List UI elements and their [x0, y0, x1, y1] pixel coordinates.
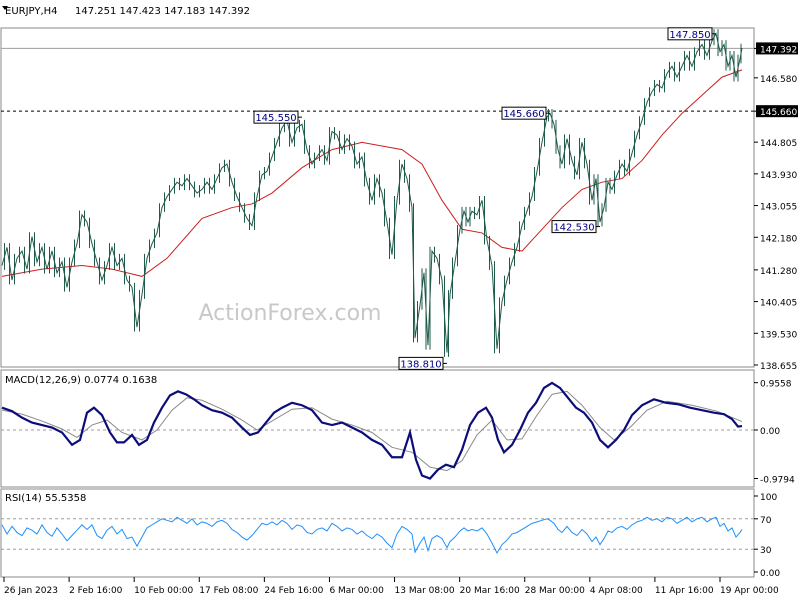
price-tick-label: 147.392 [760, 45, 797, 55]
annotation-box [551, 220, 597, 234]
price-tick-label: 144.805 [760, 139, 797, 149]
time-tick-label: 28 Mar 00:00 [525, 586, 585, 596]
rsi-panel-frame [0, 488, 755, 578]
annotation-label: 138.810 [400, 359, 441, 370]
time-tick-label: 20 Mar 16:00 [460, 586, 520, 596]
price-tick-highlight [756, 42, 798, 55]
annotation-label: 147.850 [669, 30, 710, 41]
annotation-box [667, 27, 713, 41]
annotation-label: 145.550 [255, 113, 296, 124]
macd-tick-label: -0.9794 [760, 476, 795, 486]
dropdown-triangle-icon[interactable] [2, 6, 8, 10]
rsi-tick-label: 100 [760, 493, 777, 503]
annotation-box [253, 110, 299, 124]
time-tick-label: 26 Jan 2023 [4, 586, 58, 596]
macd-panel-frame [0, 369, 755, 488]
rsi-tick-label: 70 [760, 516, 772, 526]
annotation-box [501, 106, 547, 120]
price-annotation-147-850: 147.850 [667, 27, 716, 41]
price-tick-label: 146.580 [760, 75, 797, 85]
time-tick-label: 4 Apr 08:00 [590, 586, 643, 596]
price-tick-highlight [756, 105, 798, 118]
price-tick-label: 143.055 [760, 203, 797, 213]
price-line [1, 32, 743, 353]
price-tick-label: 140.405 [760, 299, 797, 309]
price-panel-frame [0, 27, 755, 368]
time-tick-label: 6 Mar 00:00 [329, 586, 384, 596]
price-tick-label: 141.280 [760, 267, 797, 277]
watermark-text: ActionForex.com [199, 301, 382, 326]
macd-tick-label: 0.9558 [760, 380, 792, 390]
moving-average-line [1, 69, 743, 277]
time-tick-label: 17 Feb 08:00 [199, 586, 258, 596]
price-tick-label: 139.530 [760, 330, 797, 340]
time-tick-label: 24 Feb 16:00 [264, 586, 323, 596]
time-tick-label: 13 Mar 08:00 [395, 586, 455, 596]
time-tick-label: 10 Feb 00:00 [134, 586, 193, 596]
price-tick-label: 142.180 [760, 234, 797, 244]
price-panel-ohlc: 147.251 147.423 147.183 147.392 [75, 6, 250, 17]
price-annotation-145-550: 145.550 [253, 110, 302, 124]
rsi-panel-title: RSI(14) 55.5358 [5, 493, 86, 504]
price-annotation-142-530: 142.530 [551, 220, 600, 234]
macd-panel-title: MACD(12,26,9) 0.0774 0.1638 [5, 375, 157, 386]
rsi-tick-label: 0.00 [760, 569, 780, 579]
macd-tick-label: 0.00 [760, 427, 780, 437]
time-tick-label: 11 Apr 16:00 [655, 586, 714, 596]
annotation-box [398, 356, 444, 370]
macd-signal-line [1, 390, 743, 472]
time-tick-label: 2 Feb 16:00 [69, 586, 123, 596]
annotation-label: 142.530 [553, 223, 594, 234]
time-tick-label: 19 Apr 00:00 [720, 586, 779, 596]
price-annotation-138-810: 138.810 [398, 356, 447, 370]
macd-main-line [1, 381, 743, 480]
price-tick-label: 143.930 [760, 171, 797, 181]
rsi-line [1, 516, 743, 555]
price-tick-label: 145.660 [760, 108, 797, 118]
price-annotation-145-660: 145.660 [501, 106, 550, 120]
price-tick-label: 138.655 [760, 362, 797, 372]
price-panel-title: EURJPY,H4 [5, 6, 58, 17]
rsi-tick-label: 30 [760, 546, 772, 556]
annotation-label: 145.660 [503, 109, 544, 120]
